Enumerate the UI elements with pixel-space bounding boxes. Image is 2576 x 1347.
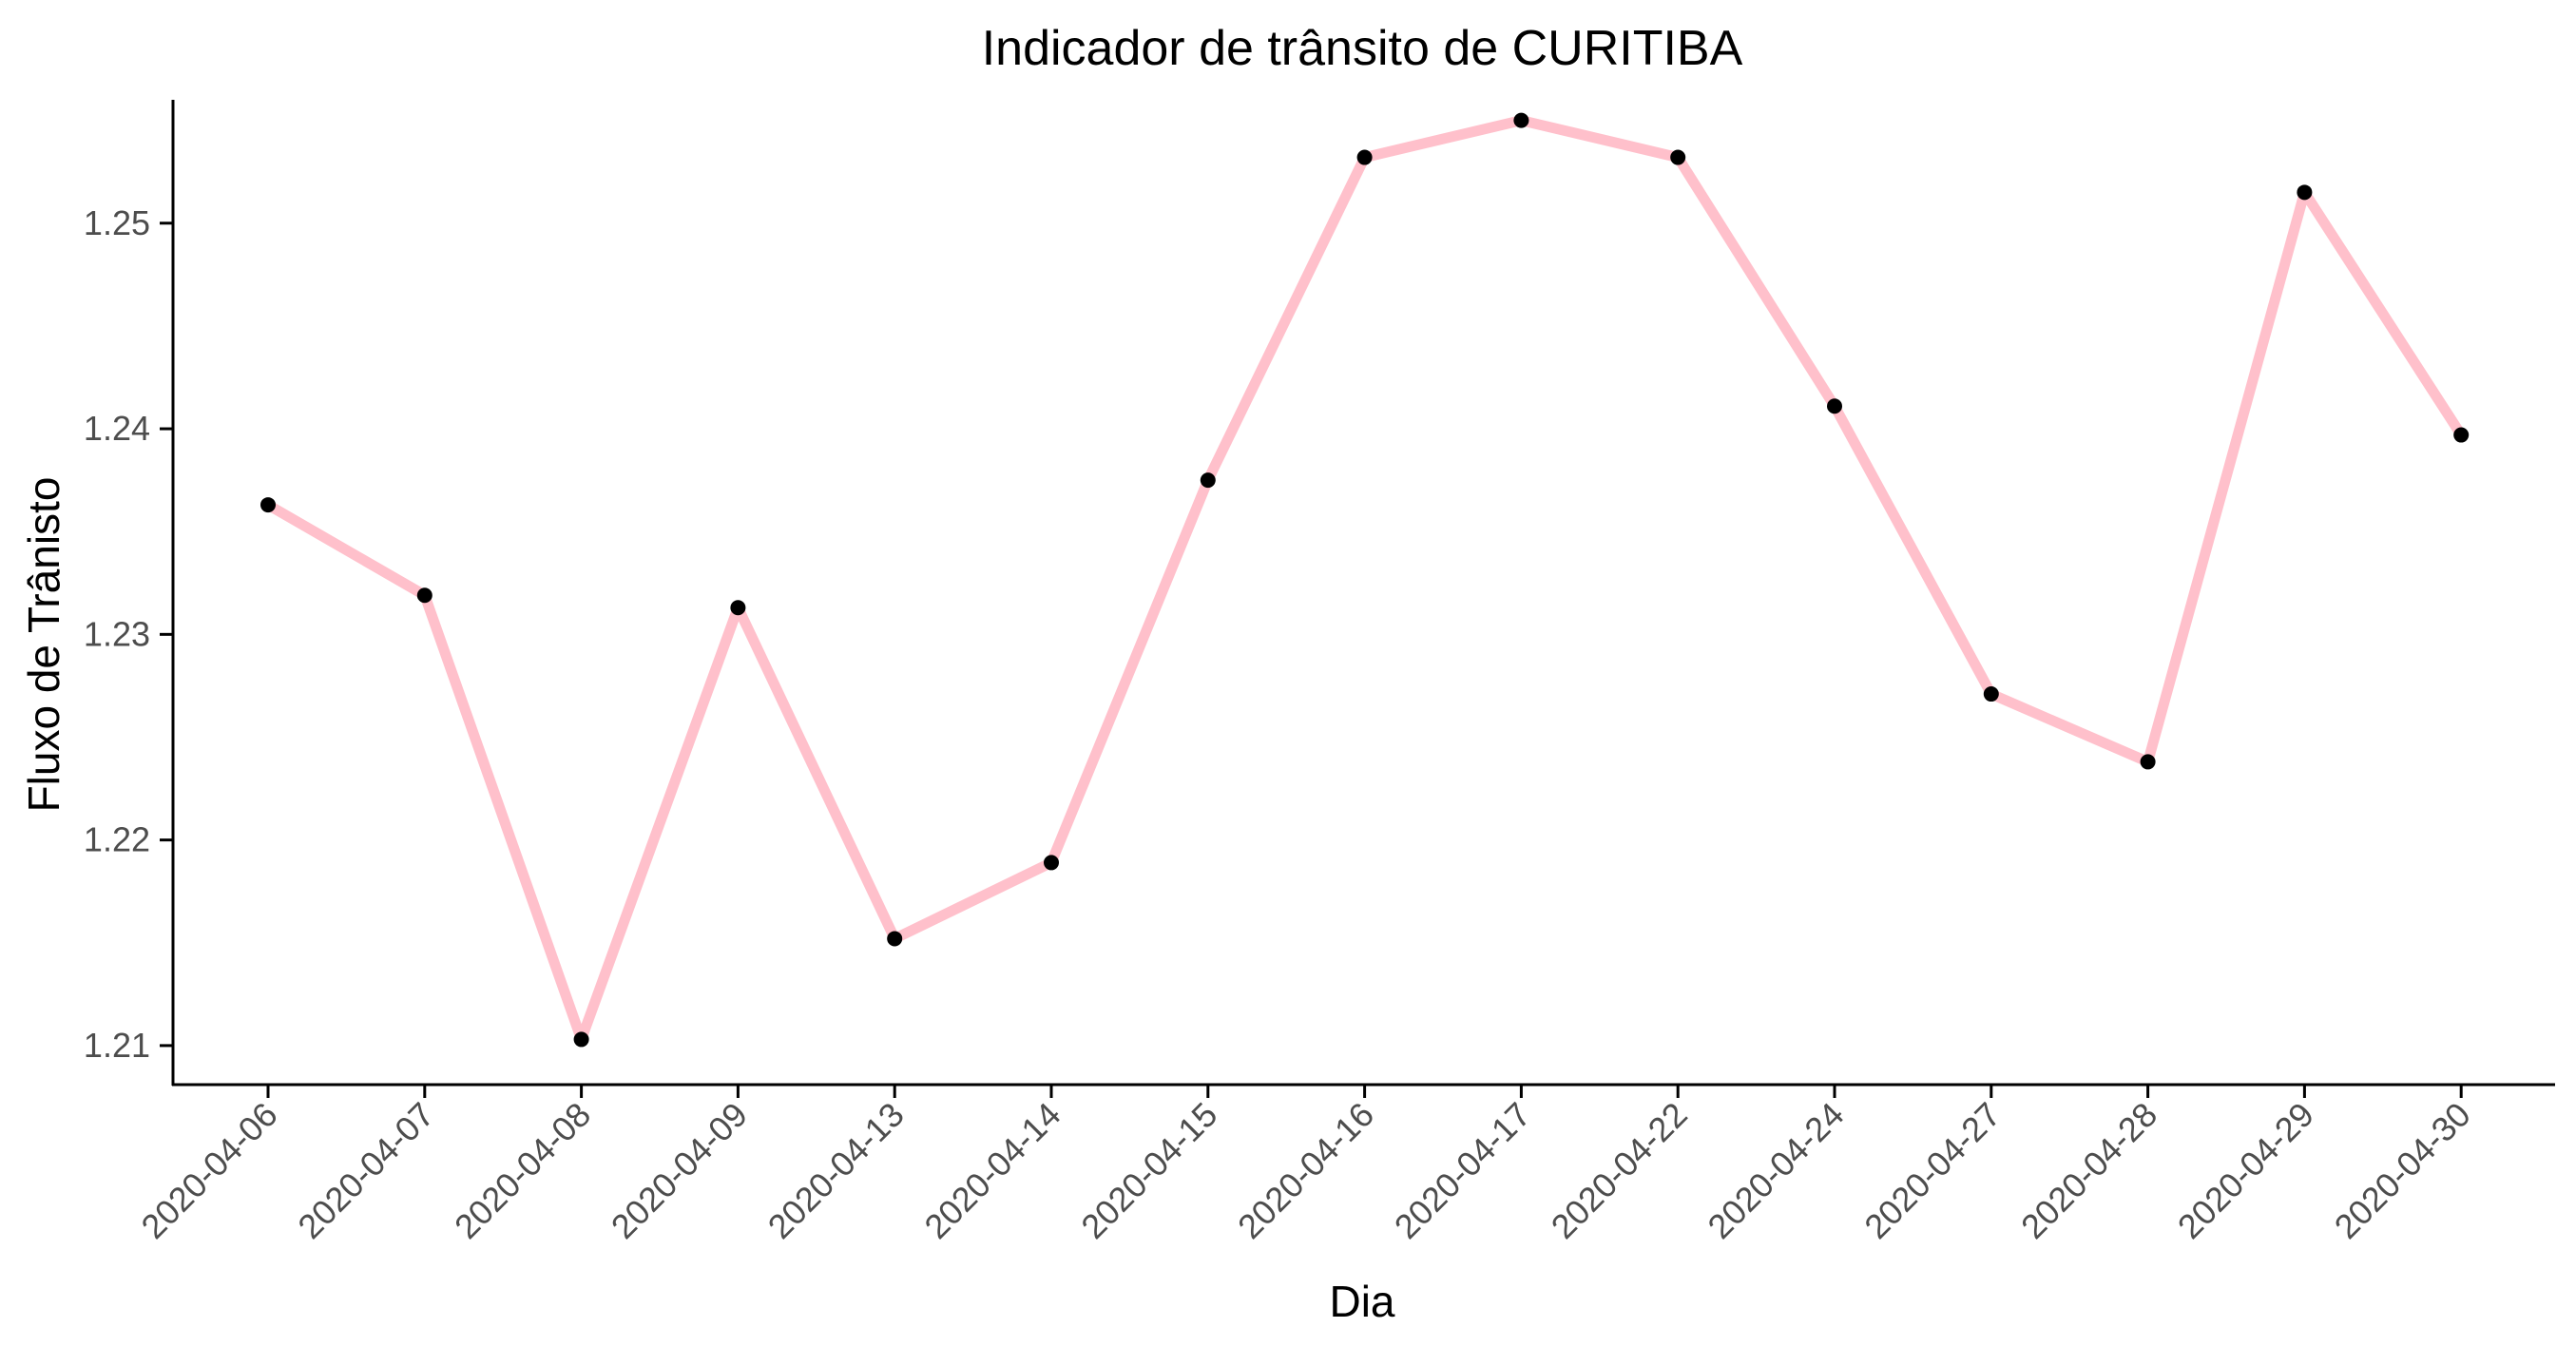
data-point xyxy=(1044,855,1059,871)
y-tick-label: 1.22 xyxy=(84,820,150,859)
y-tick-label: 1.23 xyxy=(84,614,150,653)
data-point xyxy=(2297,184,2313,201)
y-tick-label: 1.24 xyxy=(84,409,150,448)
x-tick-label: 2020-04-28 xyxy=(2013,1095,2164,1246)
x-tick-label: 2020-04-24 xyxy=(1700,1095,1851,1246)
x-tick-label: 2020-04-07 xyxy=(290,1095,441,1246)
x-tick-label: 2020-04-15 xyxy=(1073,1095,1224,1246)
x-tick-label: 2020-04-09 xyxy=(604,1095,755,1246)
data-point xyxy=(2140,754,2156,770)
data-point xyxy=(1513,112,1529,128)
data-point xyxy=(1200,472,1216,489)
data-point xyxy=(416,587,433,604)
data-point xyxy=(573,1031,589,1048)
y-tick-label: 1.25 xyxy=(84,203,150,242)
plot-area: 1.21 1.22 1.23 1.24 1.25 2020-04-06 2020-04-07… xyxy=(84,100,2555,1246)
x-tick-label: 2020-04-22 xyxy=(1544,1095,1695,1246)
x-tick-label: 2020-04-16 xyxy=(1230,1095,1381,1246)
data-point xyxy=(1983,686,1999,702)
data-point xyxy=(887,931,903,947)
data-point xyxy=(1670,149,1686,165)
x-tick-label: 2020-04-17 xyxy=(1387,1095,1538,1246)
data-point xyxy=(260,497,276,513)
x-tick-label: 2020-04-14 xyxy=(916,1095,1067,1246)
x-tick-label: 2020-04-06 xyxy=(133,1095,284,1246)
series-line xyxy=(265,115,2466,1045)
data-point xyxy=(1827,398,1842,414)
x-axis-title: Dia xyxy=(1329,1277,1394,1326)
x-tick-label: 2020-04-30 xyxy=(2327,1095,2478,1246)
y-axis-title: Fluxo de Trânisto xyxy=(19,477,68,813)
x-tick-label: 2020-04-29 xyxy=(2170,1095,2321,1246)
data-point xyxy=(2453,427,2470,443)
x-tick-label: 2020-04-08 xyxy=(447,1095,598,1246)
y-tick-label: 1.21 xyxy=(84,1026,150,1065)
x-tick-label: 2020-04-13 xyxy=(760,1095,912,1246)
chart-title: Indicador de trânsito de CURITIBA xyxy=(982,21,1743,76)
data-point xyxy=(730,600,746,616)
x-tick-label: 2020-04-27 xyxy=(1856,1095,2008,1246)
data-point xyxy=(1356,149,1373,165)
